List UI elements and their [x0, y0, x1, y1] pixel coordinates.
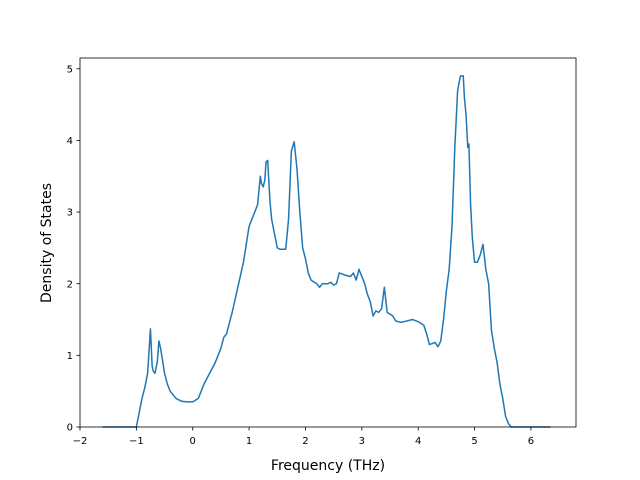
y-tick-label: 1	[67, 351, 73, 362]
x-tick-label: 4	[415, 436, 421, 447]
x-tick-label: 3	[359, 436, 365, 447]
x-tick-label: 6	[528, 436, 534, 447]
y-tick-label: 3	[67, 208, 73, 219]
x-tick-label: −2	[73, 436, 88, 447]
x-tick-label: 2	[302, 436, 308, 447]
x-tick-label: 1	[246, 436, 252, 447]
x-tick-label: 5	[471, 436, 477, 447]
y-tick-label: 5	[67, 64, 73, 75]
y-axis-label: Density of States	[39, 183, 55, 303]
y-tick-label: 0	[67, 423, 73, 434]
y-tick-label: 2	[67, 279, 73, 290]
plot-frame	[79, 57, 577, 428]
y-tick-label: 4	[67, 136, 73, 147]
x-tick-label: 0	[190, 436, 196, 447]
x-axis-label: Frequency (THz)	[271, 458, 385, 474]
x-tick-label: −1	[129, 436, 144, 447]
plot-area	[79, 57, 577, 428]
x-axis-ticks: −2 −1 0 1 2 3 4 5 6	[73, 427, 534, 447]
series-line-0	[102, 75, 551, 428]
y-axis-ticks: 0 1 2 3 4 5	[67, 64, 80, 434]
